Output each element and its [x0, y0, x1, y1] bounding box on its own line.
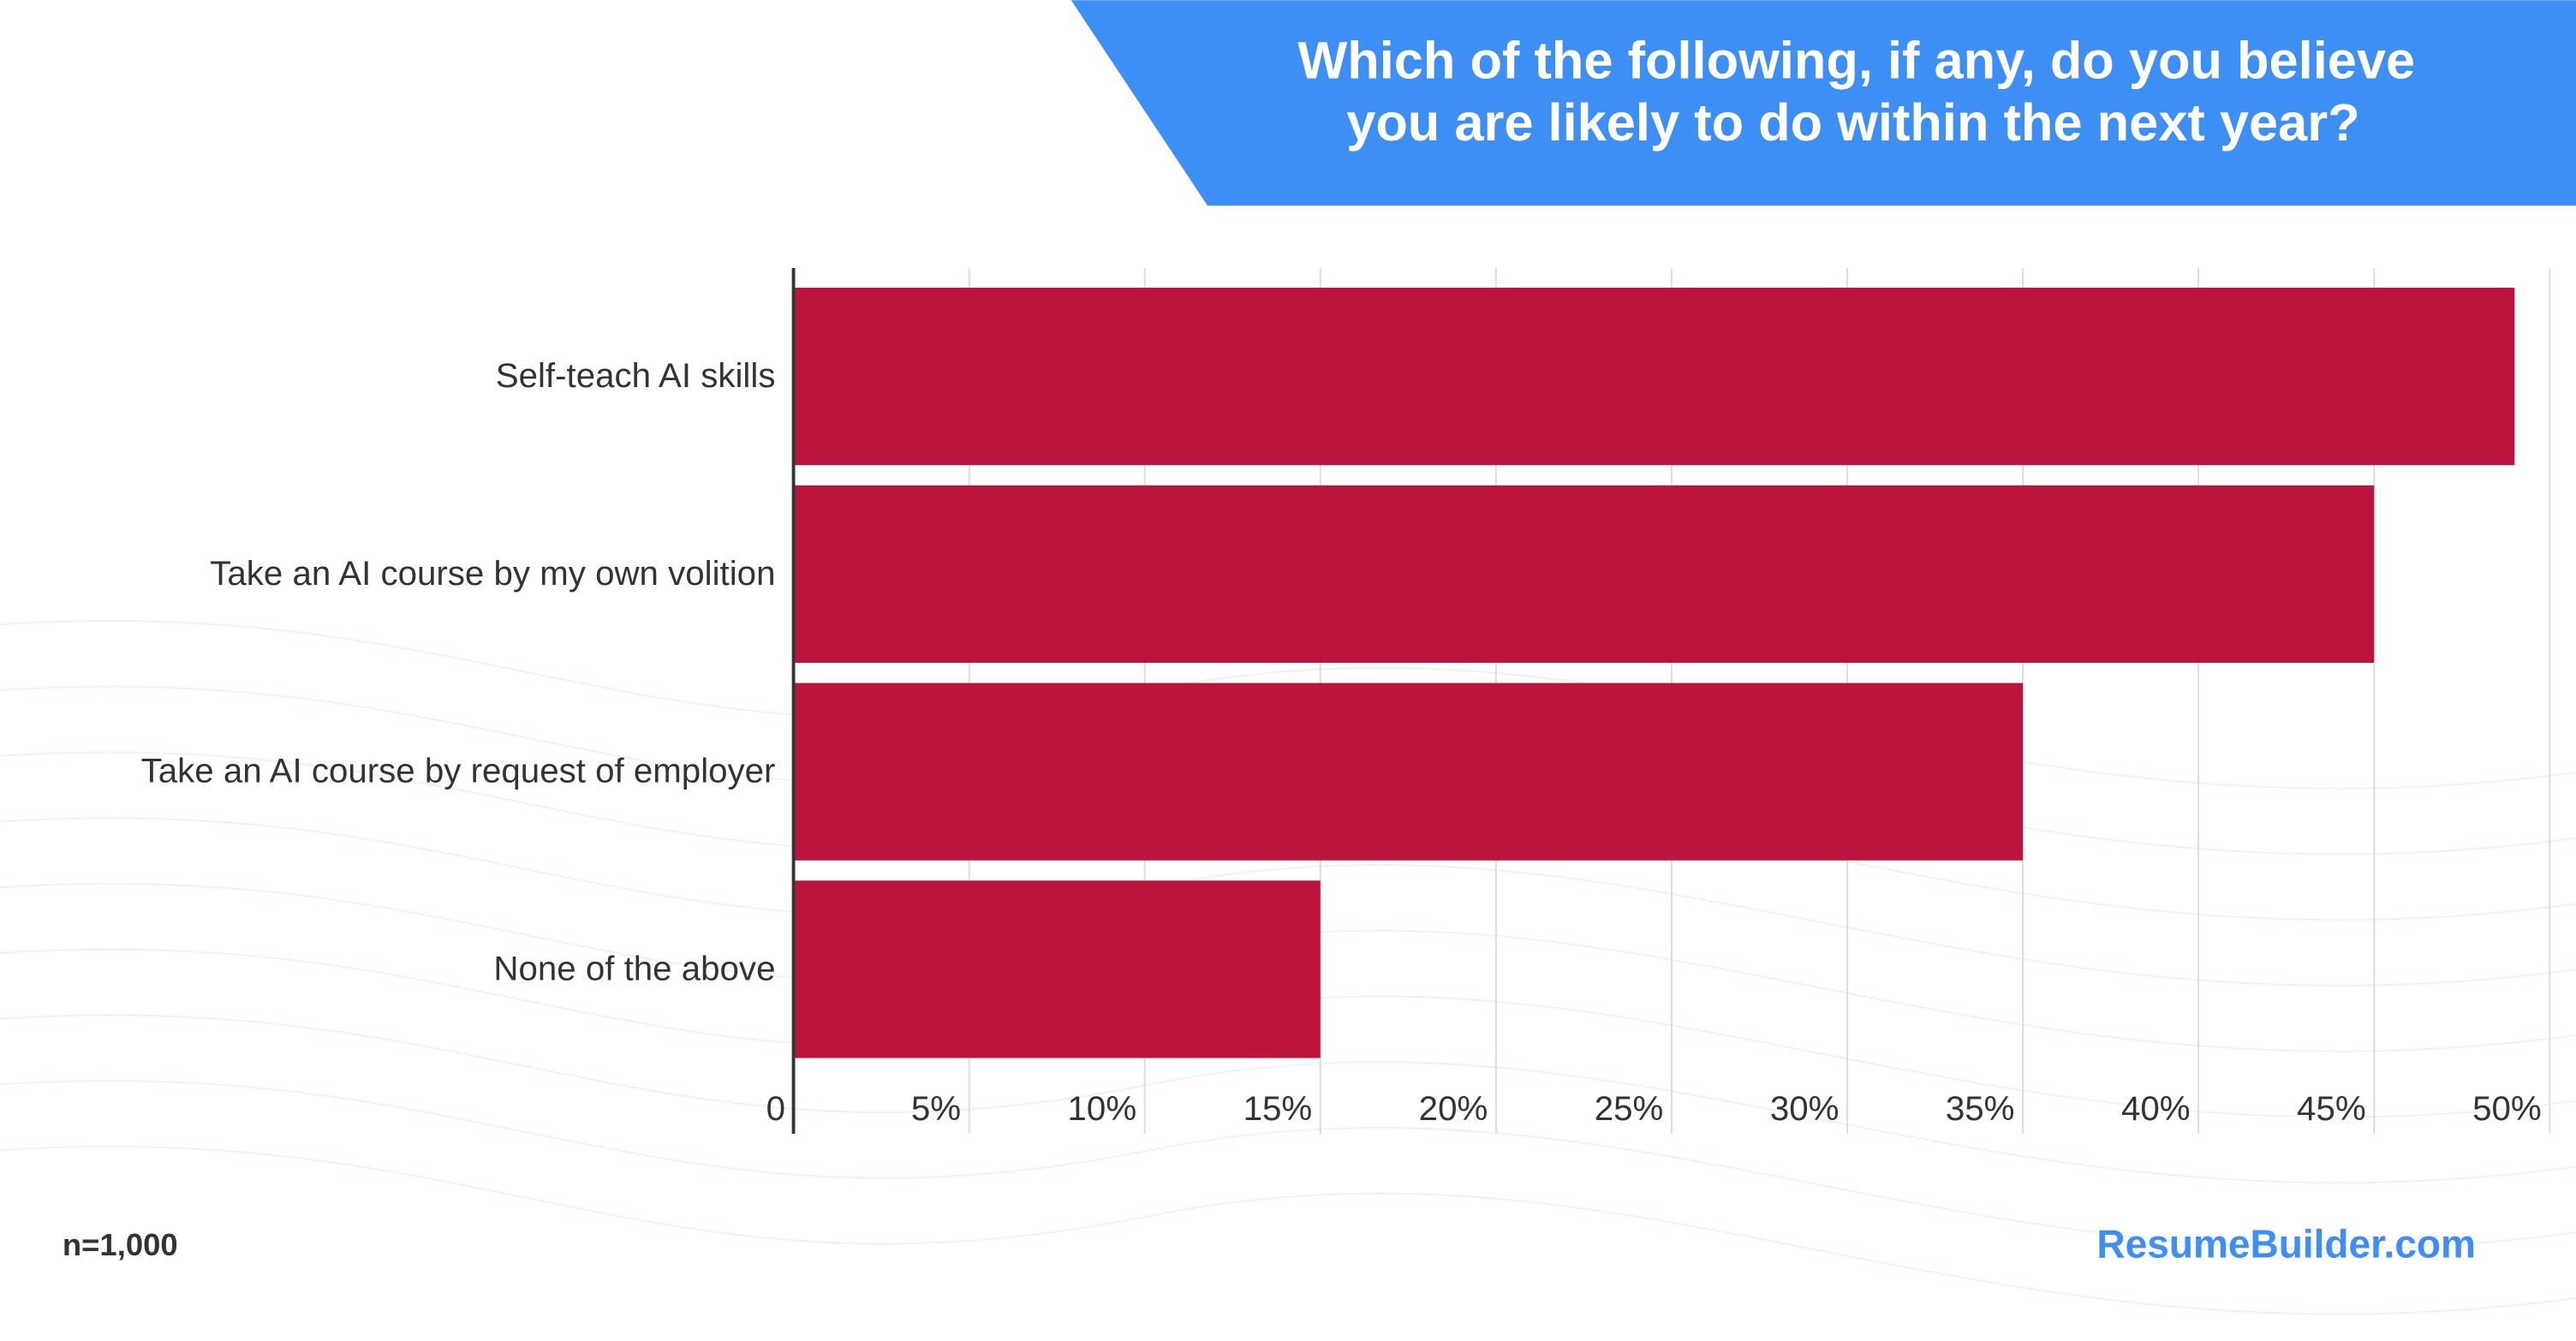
x-tick-label: 30% [1770, 1089, 1840, 1128]
x-tick-label: 50% [2472, 1089, 2542, 1128]
x-tick-label: 0 [766, 1089, 785, 1128]
bar [793, 485, 2375, 663]
bar [793, 682, 2024, 861]
x-tick-label: 15% [1243, 1089, 1313, 1128]
title-banner [1070, 0, 2576, 206]
x-tick-label: 35% [1946, 1089, 2015, 1128]
x-tick-label: 25% [1595, 1089, 1664, 1128]
y-tick-label: Take an AI course by my own volition [210, 554, 775, 593]
sample-note: n=1,000 [63, 1227, 178, 1262]
bar [793, 880, 1321, 1058]
x-tick-label: 20% [1419, 1089, 1488, 1128]
x-tick-label: 40% [2121, 1089, 2191, 1128]
chart-title: you are likely to do within the next yea… [1346, 93, 2359, 152]
bar [793, 288, 2515, 466]
y-tick-label: None of the above [493, 950, 775, 988]
x-tick-label: 5% [911, 1089, 961, 1128]
y-tick-label: Take an AI course by request of employer [141, 752, 776, 790]
x-tick-label: 45% [2297, 1089, 2366, 1128]
x-tick-label: 10% [1068, 1089, 1137, 1128]
y-tick-label: Self-teach AI skills [496, 356, 776, 395]
source: ResumeBuilder.com [2096, 1222, 2476, 1266]
chart-title: Which of the following, if any, do you b… [1297, 31, 2415, 90]
